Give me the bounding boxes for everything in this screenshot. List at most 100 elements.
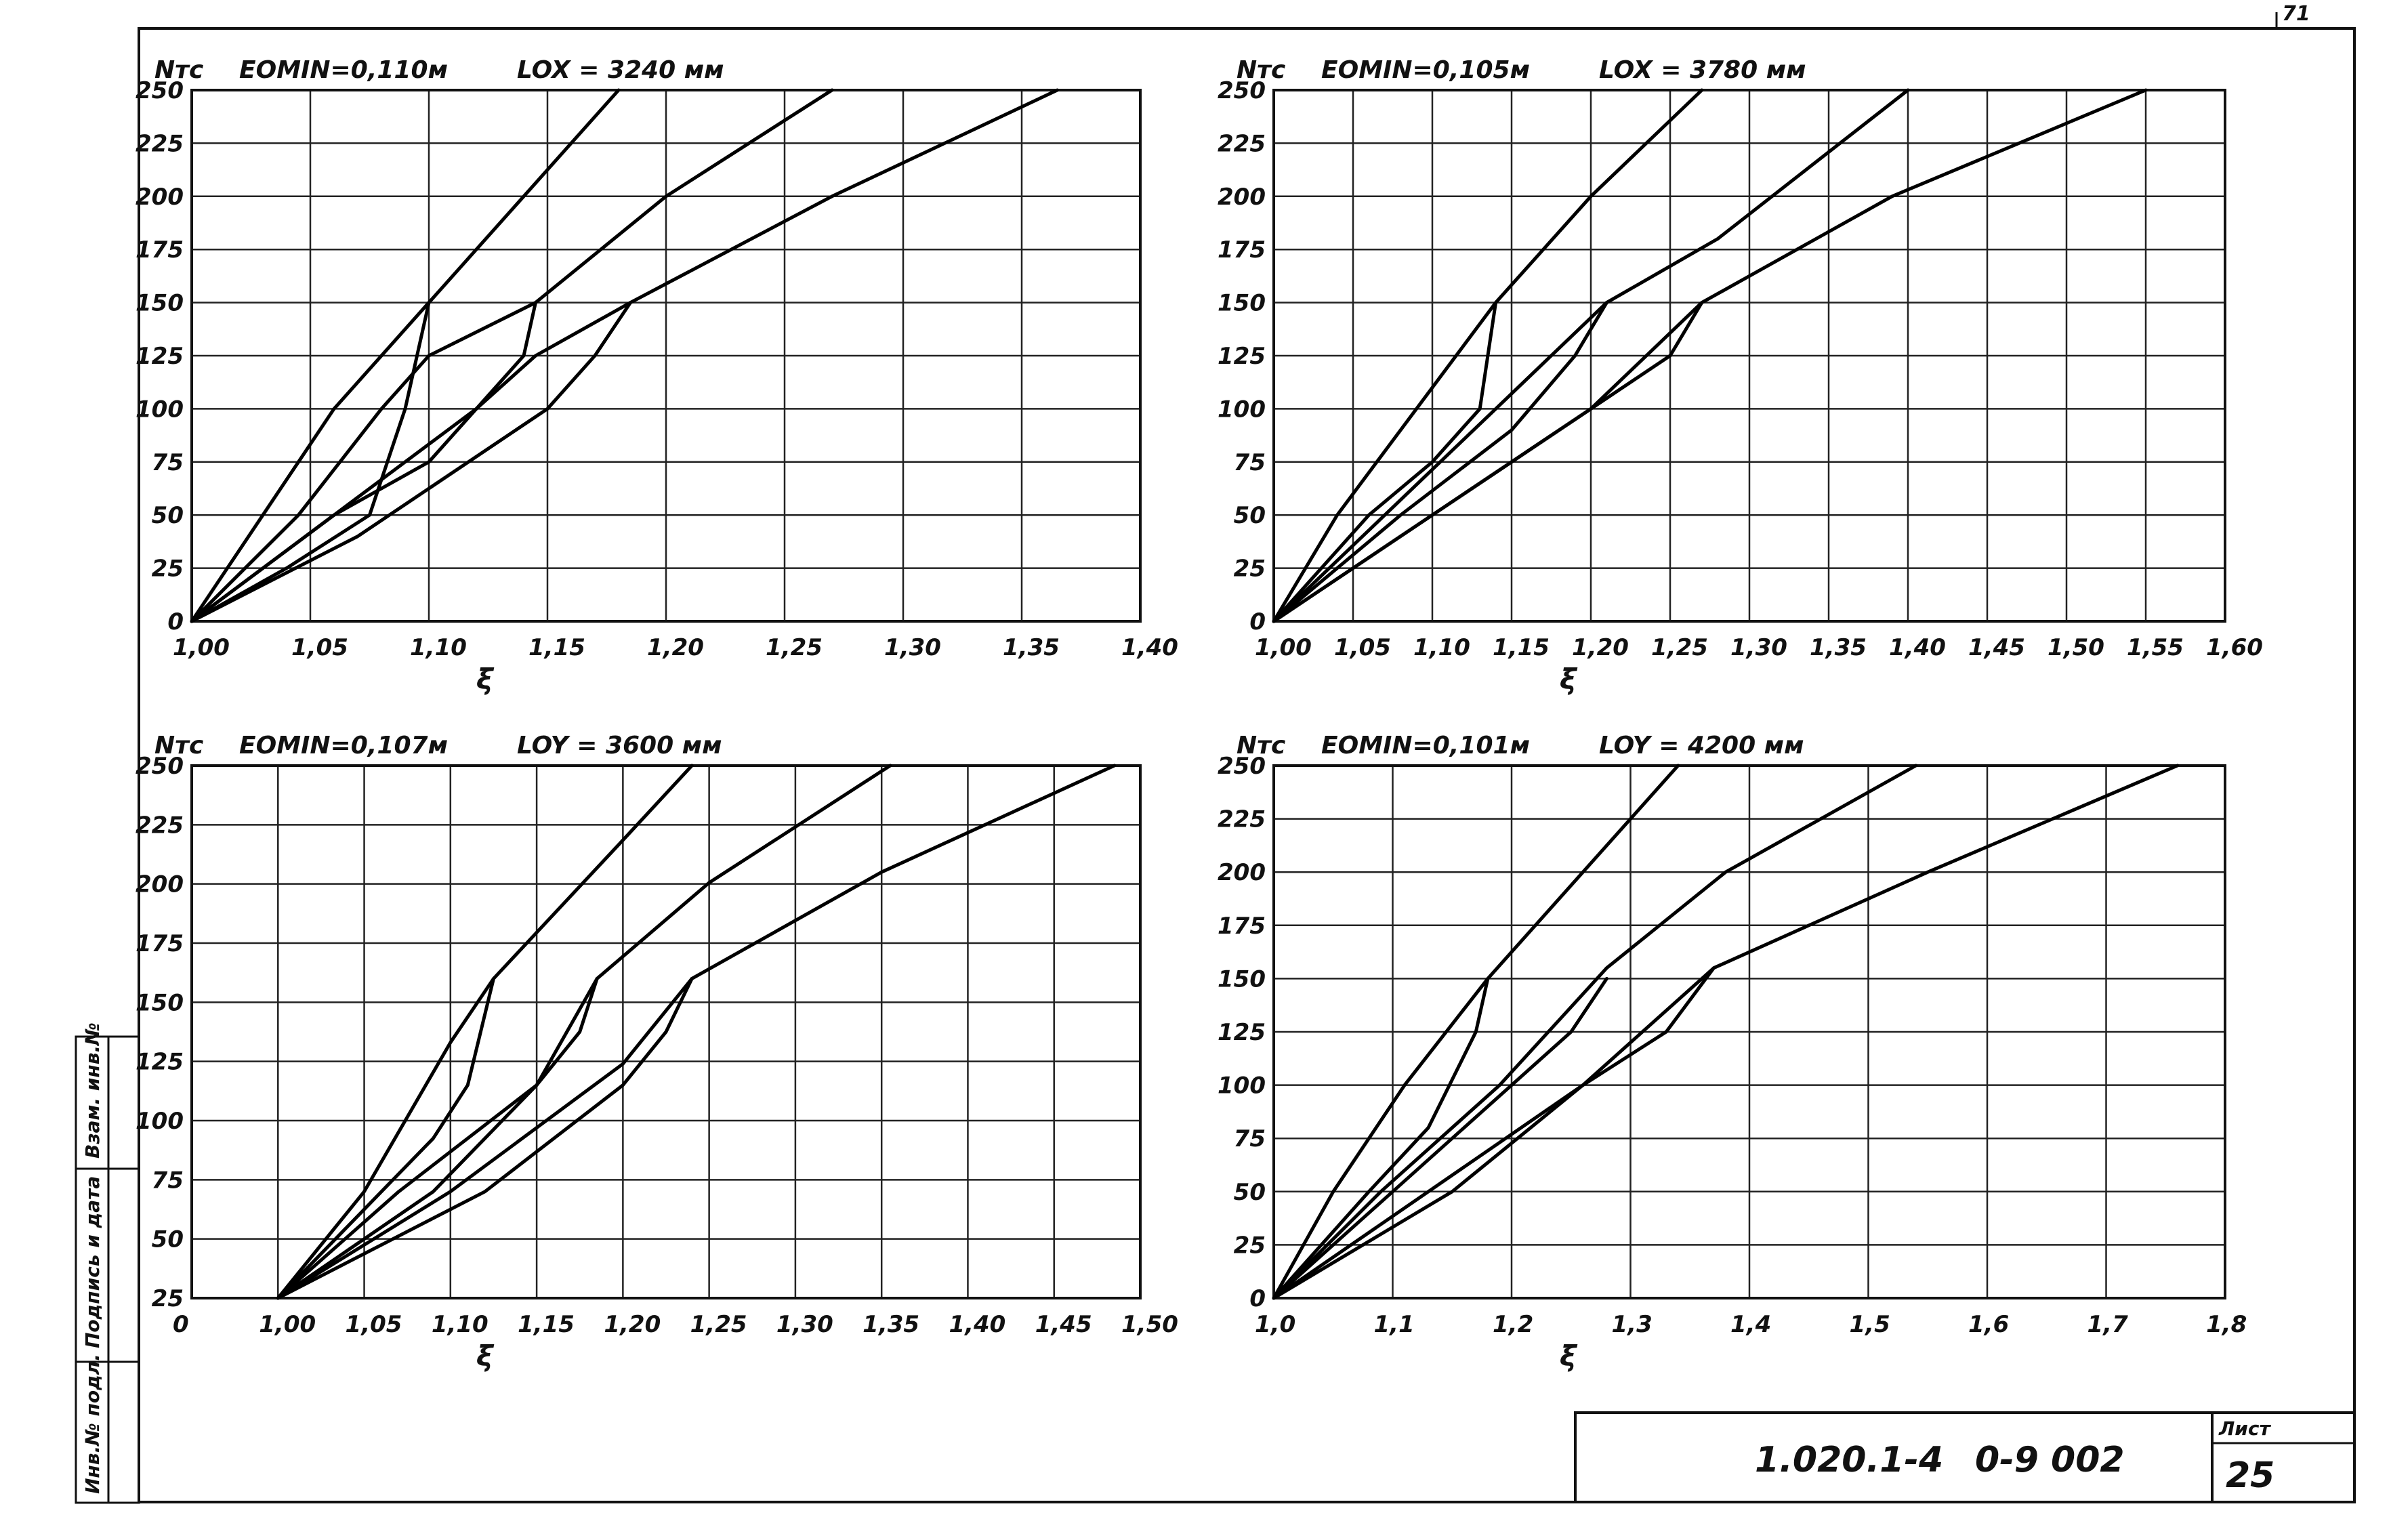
chart-title-right: LOY = 4200 мм <box>1599 732 1804 759</box>
y-tick-label: 75 <box>1234 1125 1266 1152</box>
y-tick-label: 125 <box>1218 343 1266 370</box>
document-code: 1.020.1-4 <box>1755 1440 1943 1480</box>
y-tick-label: 225 <box>1218 130 1266 157</box>
x-tick-label: 1,05 <box>346 1311 402 1338</box>
series-line-2 <box>1272 88 1910 623</box>
x-tick-label: 1,3 <box>1612 1311 1653 1338</box>
y-tick-label: 200 <box>136 184 184 211</box>
side-label-1: Инв.№ подл. <box>81 1354 104 1494</box>
x-tick-label: 1,8 <box>2206 1311 2247 1338</box>
y-tick-label: 0 <box>1249 608 1266 636</box>
x-tick-label: 1,00 <box>259 1311 316 1338</box>
series-line-2 <box>1272 764 1918 1300</box>
y-tick-label: 250 <box>136 753 184 780</box>
y-tick-label: 50 <box>1234 502 1266 529</box>
series-line-5 <box>190 301 537 623</box>
y-tick-label: 125 <box>136 343 184 370</box>
chart-title-right: LOX = 3240 мм <box>517 56 724 84</box>
series-line-2 <box>190 88 834 623</box>
x-tick-label: 1,15 <box>528 634 585 661</box>
series-line-6 <box>276 976 694 1300</box>
series-line-5 <box>1272 976 1608 1300</box>
x-tick-label: 1,35 <box>863 1311 919 1338</box>
x-tick-label: 1,50 <box>2048 634 2104 661</box>
y-tick-label: 175 <box>1218 913 1266 940</box>
series-line-2 <box>276 764 892 1300</box>
plot-border <box>1272 89 2226 623</box>
x-axis-label: ξ <box>1560 1339 1578 1373</box>
x-tick-label: 1,30 <box>1730 634 1787 661</box>
series-line-1 <box>190 88 621 623</box>
side-label-3: Взам. инв.№ <box>81 1022 104 1159</box>
x-tick-label: 1,20 <box>1572 634 1629 661</box>
series-line-1 <box>276 764 694 1300</box>
y-tick-label: 50 <box>152 502 184 529</box>
x-tick-label: 1,25 <box>690 1311 747 1338</box>
chart-title-left: EOMIN=0,105м <box>1321 56 1530 84</box>
series-line-6 <box>190 301 632 623</box>
x-tick-label: 1,6 <box>1968 1311 2009 1338</box>
y-tick-label: 100 <box>1218 396 1266 423</box>
title-block: 1.020.1-4 0-9 002 Лист 25 <box>1574 1411 2356 1503</box>
series-line-5 <box>1272 301 1608 623</box>
x-tick-label: 1,15 <box>518 1311 575 1338</box>
x-tick-label: 1,45 <box>1968 634 2025 661</box>
x-tick-label: 1,20 <box>604 1311 661 1338</box>
x-tick-label: 1,0 <box>1255 1311 1295 1338</box>
y-axis-label: Nтс <box>1237 56 1285 84</box>
plot-border <box>190 764 1142 1299</box>
y-tick-label: 25 <box>1234 556 1266 583</box>
chart-title-right: LOX = 3780 мм <box>1599 56 1806 84</box>
y-tick-label: 50 <box>1234 1179 1266 1206</box>
x-tick-label: 1,60 <box>2206 634 2263 661</box>
x-tick-label: 1,55 <box>2127 634 2184 661</box>
series-line-1 <box>1272 88 1704 623</box>
x-tick-label: 1,4 <box>1730 1311 1771 1338</box>
x-tick-label: 1,35 <box>1810 634 1867 661</box>
series-line-3 <box>1272 764 2180 1300</box>
corner-mark: 71 <box>2282 2 2310 26</box>
y-tick-label: 100 <box>136 396 184 423</box>
y-axis-label: Nтс <box>1237 732 1285 759</box>
x-tick-label: 1,15 <box>1493 634 1550 661</box>
series-line-3 <box>276 764 1117 1300</box>
x-tick-label: 1,00 <box>1255 634 1312 661</box>
y-tick-label: 200 <box>1218 859 1266 886</box>
chart-3: 0 1,00 1,05 1,10 1,15 1,20 1,25 1,30 1,35 1,40 1,4… <box>136 732 1178 1373</box>
x-tick-label: 1,05 <box>291 634 348 661</box>
y-tick-label: 250 <box>1218 77 1266 104</box>
x-axis-label: ξ <box>476 663 495 696</box>
series-line-4 <box>276 976 495 1300</box>
x-tick-label: 1,7 <box>2087 1311 2129 1338</box>
sheet-frame <box>138 27 2356 1503</box>
chart-title-left: EOMIN=0,107м <box>239 732 448 759</box>
y-tick-label: 150 <box>136 290 184 317</box>
x-tick-label: 0 <box>173 1311 189 1338</box>
x-tick-label: 1,25 <box>1651 634 1708 661</box>
x-axis-label: ξ <box>1560 663 1578 696</box>
y-tick-label: 250 <box>136 77 184 104</box>
y-tick-label: 200 <box>136 871 184 898</box>
x-tick-label: 1,20 <box>647 634 704 661</box>
y-tick-label: 25 <box>152 556 184 583</box>
series-line-4 <box>1272 976 1490 1300</box>
series-line-6 <box>1272 301 1704 623</box>
sheet-label: Лист <box>2218 1417 2271 1440</box>
x-axis-label: ξ <box>476 1339 495 1373</box>
chart-title-left: EOMIN=0,110м <box>239 56 448 84</box>
x-tick-label: 1,10 <box>410 634 467 661</box>
y-axis-label: Nтс <box>154 732 203 759</box>
x-tick-label: 1,40 <box>1121 634 1178 661</box>
chart-title-right: LOY = 3600 мм <box>517 732 722 759</box>
x-tick-label: 1,05 <box>1334 634 1391 661</box>
y-tick-label: 25 <box>152 1285 184 1312</box>
chart-2: 1,00 1,05 1,10 1,15 1,20 1,25 1,30 1,35 1,40 1,45… <box>1218 56 2263 696</box>
y-tick-label: 50 <box>152 1226 184 1253</box>
x-tick-label: 1,30 <box>884 634 941 661</box>
chart-title-left: EOMIN=0,101м <box>1321 732 1530 759</box>
plot-border <box>190 89 1142 623</box>
x-tick-label: 1,00 <box>173 634 230 661</box>
y-tick-label: 225 <box>1218 806 1266 833</box>
side-label-2: Подпись и дата <box>81 1176 104 1348</box>
